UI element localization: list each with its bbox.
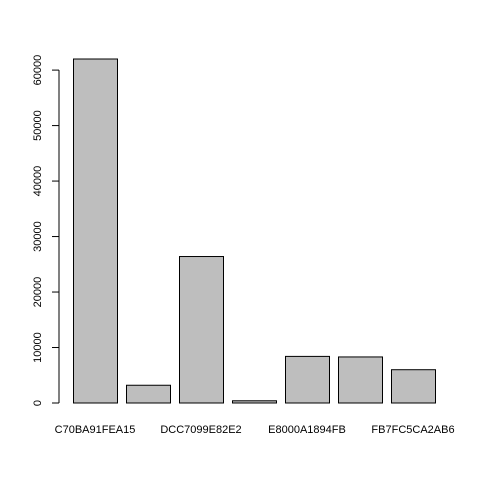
- x-tick-label: FB7FC5CA2AB6: [371, 424, 454, 436]
- y-tick-label: 0: [32, 400, 44, 406]
- bars-group: [73, 58, 436, 404]
- y-tick-label: 10000: [32, 332, 44, 363]
- bar: [391, 369, 436, 404]
- bar: [338, 356, 383, 404]
- y-tick-label: 20000: [32, 277, 44, 308]
- y-tick-label: 30000: [32, 221, 44, 252]
- x-axis-labels: C70BA91FEA15 DCC7099E82E2 E8000A1894FB FB7F…: [55, 424, 455, 436]
- x-tick-label: E8000A1894FB: [268, 424, 346, 436]
- y-tick-label: 60000: [32, 55, 44, 86]
- bar: [232, 400, 277, 404]
- bar: [126, 384, 171, 404]
- bar: [179, 256, 224, 404]
- bar: [73, 58, 118, 404]
- x-tick-label: DCC7099E82E2: [160, 424, 241, 436]
- bar: [285, 355, 330, 404]
- y-tick-label: 50000: [32, 110, 44, 141]
- y-tick-label: 40000: [32, 166, 44, 197]
- y-axis: 0 10000 20000 30000 40000 50000 60000: [32, 55, 60, 406]
- x-tick-label: C70BA91FEA15: [55, 424, 136, 436]
